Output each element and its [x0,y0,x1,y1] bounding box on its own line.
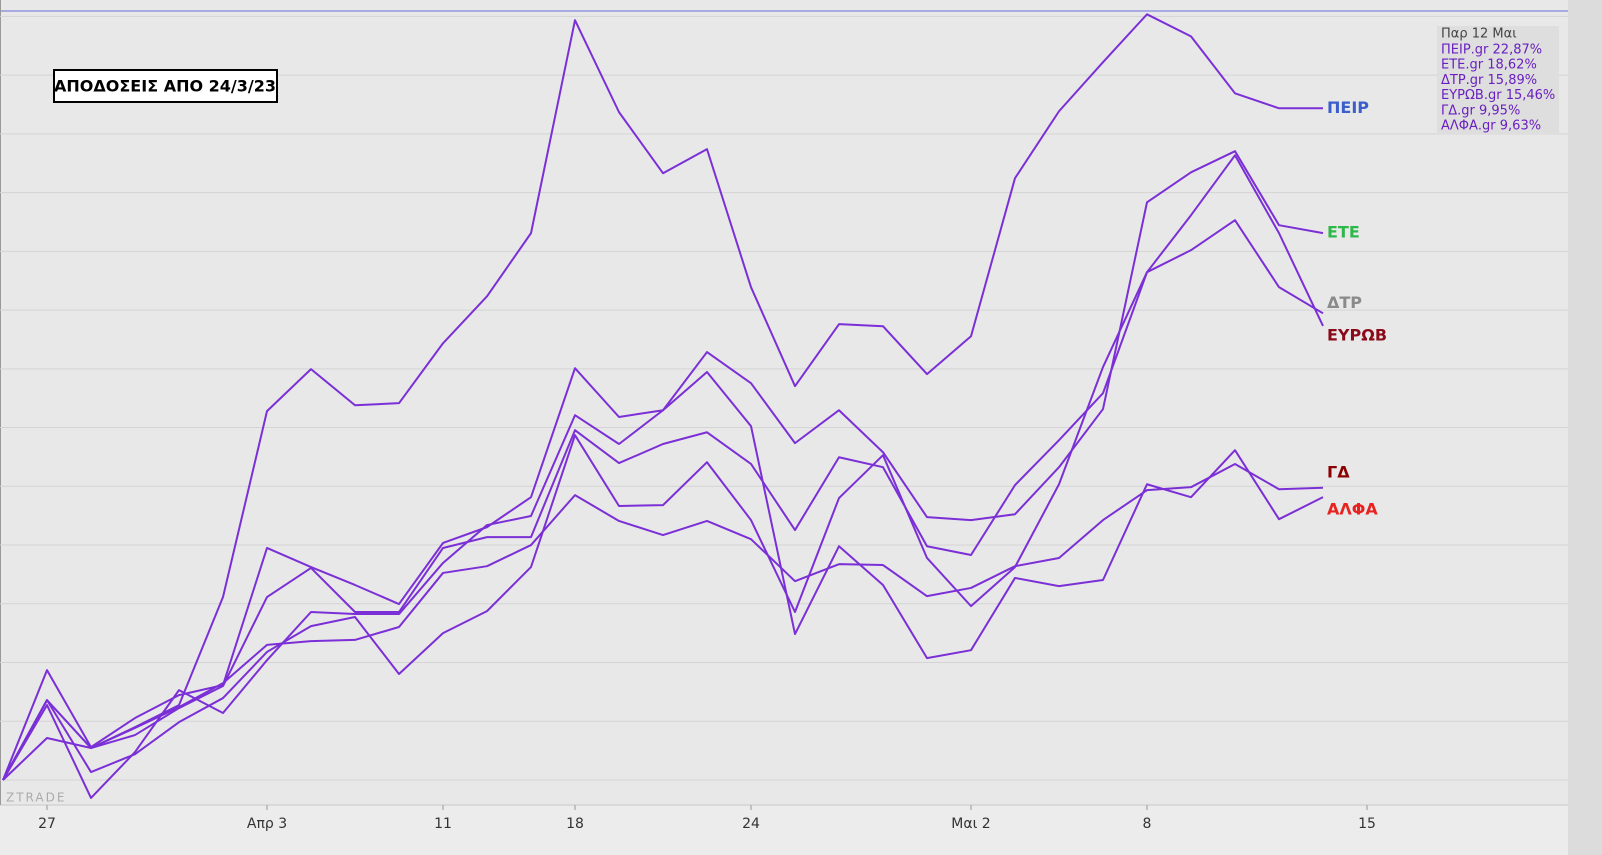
legend-entry: ΔΤΡ.gr 15,89% [1441,73,1537,88]
x-tick-label: 11 [434,816,452,832]
series-end-label: ΔΤΡ [1327,293,1362,312]
legend-title: Παρ 12 Μαι [1441,27,1517,42]
series-end-label: ΑΛΦΑ [1327,500,1378,519]
series-line [2,13,1323,781]
series-line [2,371,1324,799]
series-end-label: ΕΥΡΩΒ [1327,325,1387,344]
legend-entry: ΠΕΙΡ.gr 22,87% [1441,43,1542,58]
legend-entry: ΓΔ.gr 9,95% [1441,103,1520,118]
legend-entry: ΕΤΕ.gr 18,62% [1441,58,1537,73]
x-tick-label: Απρ 3 [247,816,287,832]
x-axis-band [0,805,1568,855]
x-tick-label: Μαι 2 [951,816,990,832]
x-tick-label: 8 [1143,816,1152,832]
x-tick-label: 15 [1358,816,1376,832]
series-line [2,219,1324,781]
x-tick-label: 24 [742,816,760,832]
legend-box [1437,26,1559,134]
title-box [53,69,278,103]
series-end-label: ΠΕΙΡ [1327,98,1369,117]
x-tick-label: 18 [566,816,584,832]
x-tick-label: 27 [38,816,56,832]
right-margin [1568,0,1602,855]
series-end-label: ΕΤΕ [1327,223,1360,242]
legend-entry: ΕΥΡΩΒ.gr 15,46% [1441,88,1555,103]
series-line [2,462,1324,781]
series-end-label: ΓΔ [1327,462,1350,481]
series-line [2,154,1324,781]
watermark: ZTRADE [6,791,66,805]
chart-title: ΑΠΟΔΟΣΕΙΣ ΑΠΟ 24/3/23 [54,77,276,96]
legend-entry: ΑΛΦΑ.gr 9,63% [1441,119,1541,134]
